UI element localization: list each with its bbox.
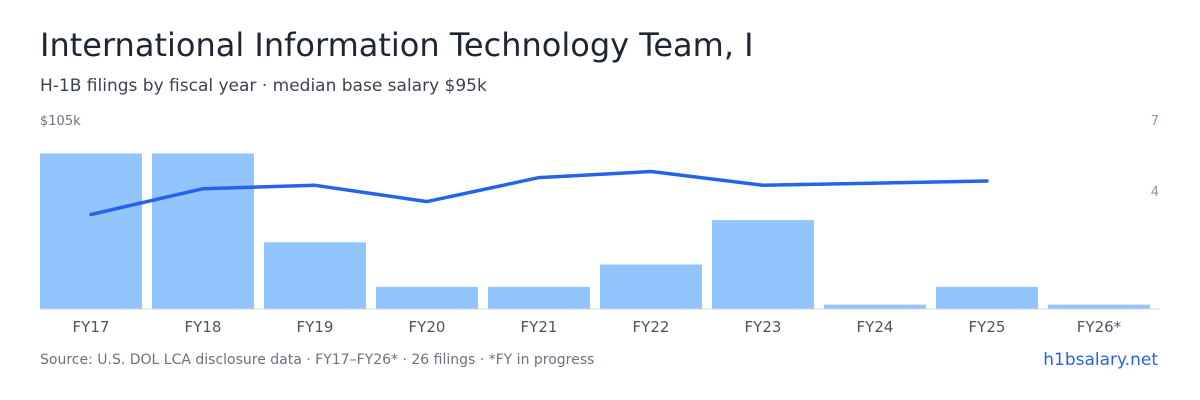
salary-line — [89, 169, 989, 217]
x-tick-label: FY23 — [745, 318, 782, 336]
bars-layer — [40, 153, 1150, 309]
bar-fy24 — [824, 304, 926, 309]
x-tick-label: FY26* — [1077, 318, 1122, 336]
x-tick-label: FY22 — [633, 318, 670, 336]
x-tick-label: FY19 — [297, 318, 334, 336]
left-axis-tick-label: $105k — [40, 114, 81, 129]
bar-fy18 — [152, 153, 254, 309]
x-tick-label: FY17 — [73, 318, 110, 336]
x-tick-label: FY21 — [521, 318, 558, 336]
chart-title: International Information Technology Tea… — [40, 26, 754, 64]
right-axis-tick-label-mid: 4 — [1151, 185, 1159, 200]
x-tick-label: FY25 — [969, 318, 1006, 336]
bar-fy21 — [488, 286, 590, 309]
x-tick-label: FY18 — [185, 318, 222, 336]
footer-brand-link[interactable]: h1bsalary.net — [1043, 350, 1158, 370]
x-tick-label: FY20 — [409, 318, 446, 336]
footer-source: Source: U.S. DOL LCA disclosure data · F… — [40, 352, 595, 368]
bar-fy17 — [40, 153, 142, 309]
x-tick-labels: FY17 FY18 FY19 FY20 FY21 FY22 FY23 FY24 FY25 FY26… — [73, 318, 1122, 336]
line-layer — [89, 169, 989, 217]
right-axis-tick-label-top: 7 — [1151, 114, 1159, 129]
bar-fy23 — [712, 220, 814, 309]
x-tick-label: FY24 — [857, 318, 894, 336]
bar-fy25 — [936, 286, 1038, 309]
chart-subtitle: H-1B filings by fiscal year · median bas… — [40, 76, 487, 96]
bar-fy22 — [600, 264, 702, 309]
bar-fy20 — [376, 286, 478, 309]
bar-fy19 — [264, 242, 366, 309]
bar-fy26-star — [1048, 304, 1150, 309]
